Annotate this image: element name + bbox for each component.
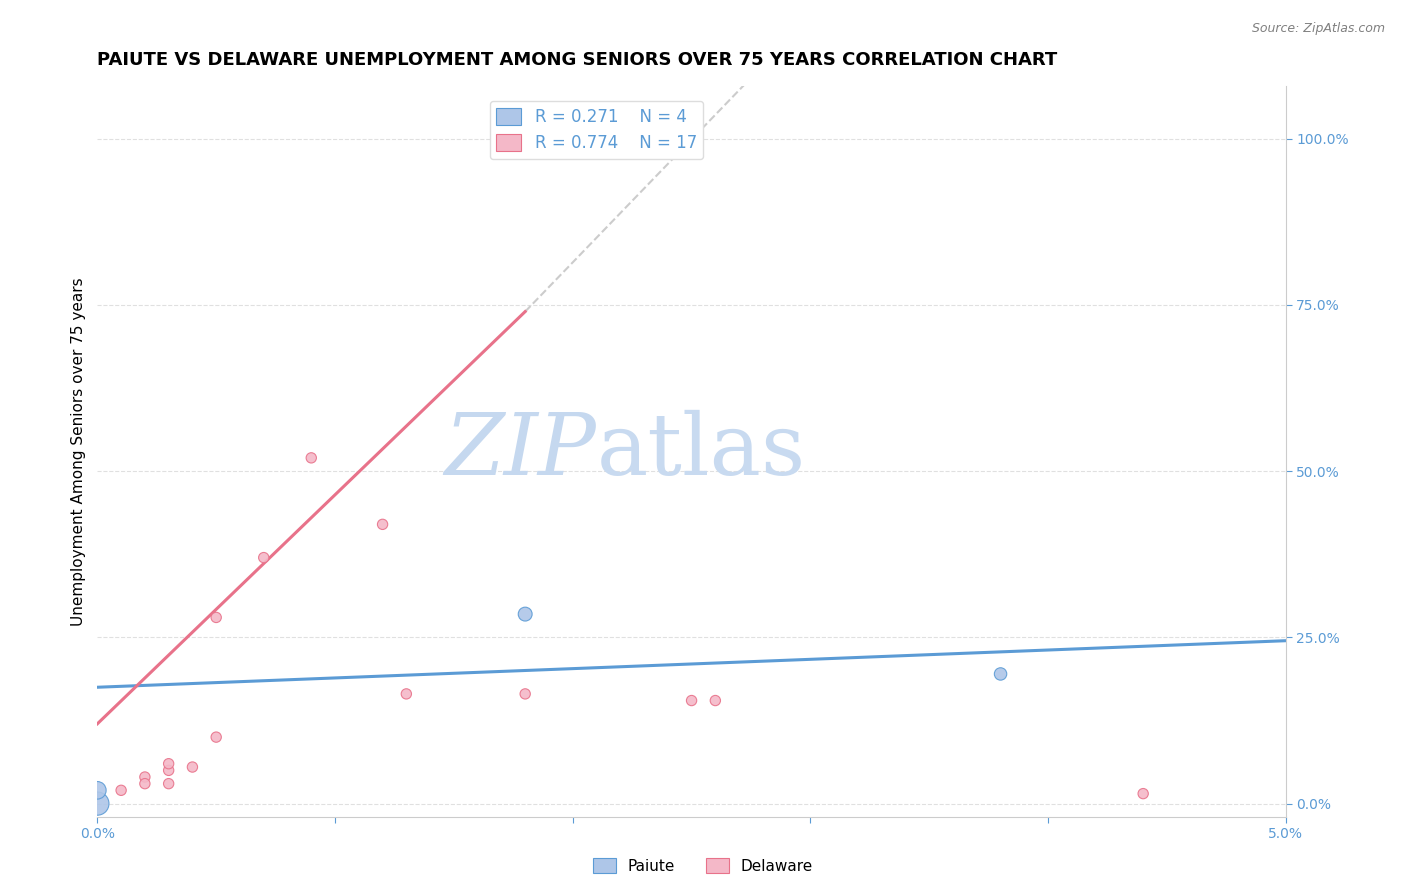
Text: PAIUTE VS DELAWARE UNEMPLOYMENT AMONG SENIORS OVER 75 YEARS CORRELATION CHART: PAIUTE VS DELAWARE UNEMPLOYMENT AMONG SE… [97, 51, 1057, 69]
Point [1132, 787, 1154, 801]
Point [205, 730, 228, 744]
Legend: Paiute, Delaware: Paiute, Delaware [586, 852, 820, 880]
Text: ZIP: ZIP [444, 409, 596, 492]
Point [681, 693, 703, 707]
Point [253, 550, 276, 565]
Point [704, 693, 727, 707]
Point [515, 607, 537, 621]
Point [181, 760, 204, 774]
Point [157, 756, 180, 771]
Point [515, 687, 537, 701]
Point [86, 783, 108, 797]
Text: Source: ZipAtlas.com: Source: ZipAtlas.com [1251, 22, 1385, 36]
Point [134, 777, 156, 791]
Point [86, 797, 108, 811]
Point [134, 770, 156, 784]
Point [395, 687, 418, 701]
Point [205, 610, 228, 624]
Point [990, 667, 1012, 681]
Legend: R = 0.271    N = 4, R = 0.774    N = 17: R = 0.271 N = 4, R = 0.774 N = 17 [489, 101, 703, 159]
Point [157, 764, 180, 778]
Y-axis label: Unemployment Among Seniors over 75 years: Unemployment Among Seniors over 75 years [72, 277, 86, 625]
Point [299, 450, 322, 465]
Point [110, 783, 132, 797]
Point [371, 517, 394, 532]
Point [157, 777, 180, 791]
Text: atlas: atlas [596, 409, 806, 492]
